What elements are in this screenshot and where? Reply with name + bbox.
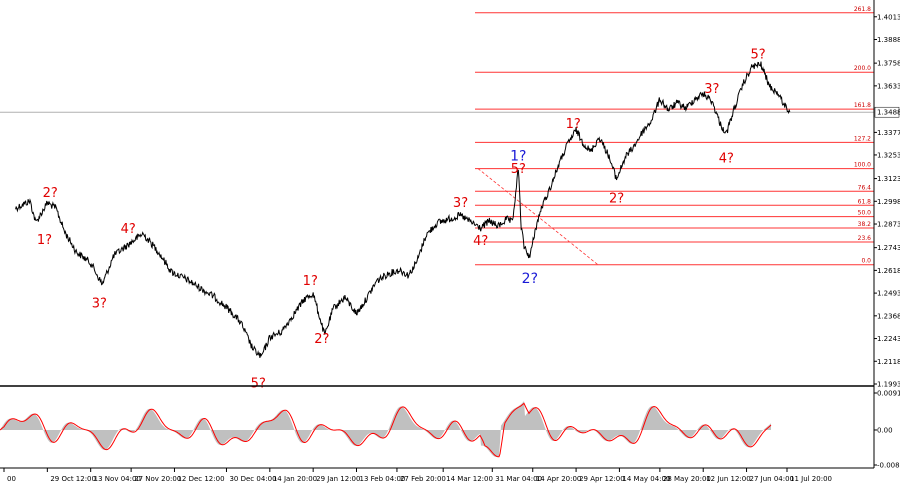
oscillator-axis-label-0: 0.0091 (877, 390, 900, 398)
time-axis-label-18: 11 Jul 20:00 (790, 475, 832, 483)
wave-label-3: 3? (92, 297, 107, 312)
wave-label-0: 2? (43, 186, 58, 201)
time-axis-label-4: 12 Dec 12:00 (177, 475, 224, 483)
price-axis-label-1: 1.3888 (877, 36, 900, 44)
current-price-box (874, 106, 900, 118)
time-axis-label-5: 30 Dec 04:00 (229, 475, 276, 483)
fib-level-label-2: 161.8 (854, 102, 871, 109)
price-axis-label-2: 1.3758 (877, 60, 900, 68)
price-axis-label-7: 1.2998 (877, 198, 900, 206)
price-axis-label-4: 1.3377 (877, 129, 900, 137)
fib-trendline (477, 168, 599, 266)
fib-level-label-7: 50.0 (858, 210, 872, 217)
fib-level-label-6: 61.8 (858, 198, 872, 205)
oscillator-axis: 0.0091 0.00 -0.00862 (874, 390, 900, 470)
wave-label-12: 1? (566, 117, 581, 132)
fib-level-label-10: 0.0 (861, 258, 871, 265)
time-axis-label-15: 28 May 20:00 (663, 475, 711, 483)
time-axis-label-6: 14 Jan 20:00 (273, 475, 317, 483)
oscillator-axis-label-2: -0.00862 (877, 462, 900, 470)
wave-label-11: 2? (522, 271, 538, 287)
time-axis-label-17: 27 Jun 04:00 (750, 475, 794, 483)
wave-label-4: 5? (251, 377, 266, 392)
price-axis-label-3: 1.3633 (877, 82, 900, 90)
price-axis-label-8: 1.2873 (877, 221, 900, 229)
time-axis-label-3: 27 Nov 20:00 (134, 475, 181, 483)
wave-label-1: 1? (37, 233, 52, 248)
time-axis-label-8: 13 Feb 04:00 (359, 475, 405, 483)
wave-label-8: 4? (473, 234, 488, 249)
price-axis-label-14: 1.2118 (877, 358, 900, 366)
time-axis-label-12: 14 Apr 20:00 (536, 475, 582, 483)
wave-label-15: 4? (719, 151, 734, 166)
price-axis-label-11: 1.2493 (877, 290, 900, 298)
oscillator-panel (0, 401, 772, 458)
price-axis-label-9: 1.2743 (877, 244, 900, 252)
current-price-label: 1.3488 (877, 109, 900, 117)
price-axis-label-5: 1.3253 (877, 151, 900, 159)
wave-label-7: 3? (453, 196, 468, 211)
oscillator-axis-label-1: 0.00 (877, 426, 893, 434)
time-axis-label-11: 31 Mar 04:00 (495, 475, 542, 483)
time-axis-label-7: 29 Jan 12:00 (316, 475, 360, 483)
price-axis-label-13: 1.2243 (877, 335, 900, 343)
price-axis-label-0: 1.4013 (877, 13, 900, 21)
wave-label-5: 1? (303, 274, 318, 289)
oscillator-histogram (0, 401, 771, 457)
wave-label-16: 5? (751, 48, 766, 63)
time-axis-label-0: 00 (7, 475, 16, 483)
fib-level-label-9: 23.6 (858, 235, 872, 242)
fib-level-label-3: 127.2 (854, 135, 871, 142)
price-axis-label-10: 1.2618 (877, 267, 900, 275)
wave-label-14: 3? (704, 82, 719, 97)
price-axis-label-12: 1.2368 (877, 312, 900, 320)
price-axis-label-15: 1.1993 (877, 381, 900, 389)
main-price-panel: 261.8 200.0 161.8 127.2 100.0 76.4 61.8 50.0 38.… (0, 6, 874, 392)
fib-level-label-4: 100.0 (854, 162, 871, 169)
fib-level-label-1: 200.0 (854, 65, 871, 72)
fib-level-label-8: 38.2 (858, 221, 872, 228)
time-axis-label-10: 14 Mar 12:00 (446, 475, 493, 483)
time-axis-label-9: 27 Feb 20:00 (400, 475, 446, 483)
wave-label-9: 1? (510, 148, 526, 164)
wave-label-6: 2? (314, 332, 329, 347)
time-axis-label-1: 29 Oct 12:00 (50, 475, 96, 483)
price-axis-label-6: 1.3123 (877, 175, 900, 183)
fib-level-label-0: 261.8 (854, 6, 871, 13)
fib-level-label-5: 76.4 (858, 184, 872, 191)
time-axis-label-13: 29 Apr 12:00 (579, 475, 625, 483)
price-series-line (15, 61, 791, 358)
oscillator-signal-line (0, 402, 772, 458)
time-axis-label-14: 14 May 04:00 (622, 475, 670, 483)
time-axis-label-16: 12 Jun 12:00 (706, 475, 750, 483)
price-axis: 1.4013 1.3888 1.3758 1.3633 1.3377 1.3253 1.31… (874, 13, 900, 389)
wave-label-13: 2? (609, 191, 624, 206)
wave-label-2: 4? (121, 222, 136, 237)
wave-label-10: 5? (511, 162, 526, 177)
time-axis-label-2: 13 Nov 04:00 (94, 475, 141, 483)
